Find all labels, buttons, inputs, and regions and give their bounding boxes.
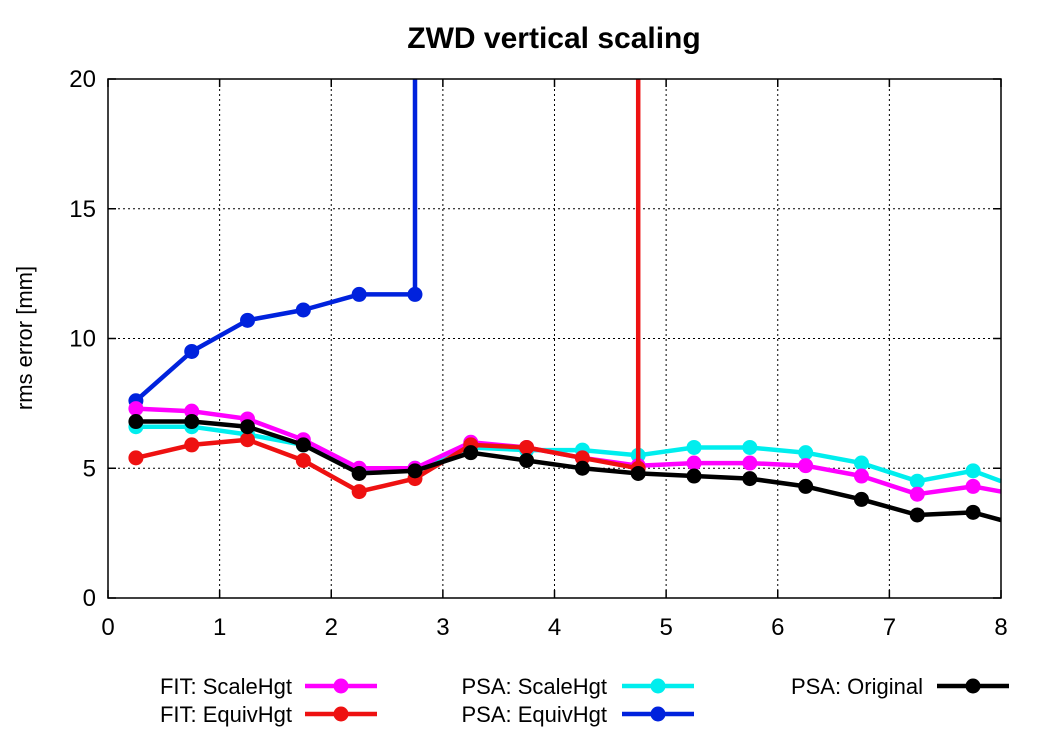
data-point-fit-scalehgt <box>128 401 144 417</box>
x-tick-label: 4 <box>548 614 561 641</box>
data-point-psa-original <box>574 460 590 476</box>
data-point-psa-equivhgt <box>295 302 311 318</box>
data-point-psa-equivhgt <box>407 286 423 302</box>
plot-layer <box>128 79 1002 523</box>
data-point-psa-equivhgt <box>240 312 256 328</box>
data-point-psa-original <box>463 445 479 461</box>
y-tick-label: 5 <box>83 455 96 482</box>
legend-label-fit-equivhgt: FIT: EquivHgt <box>160 702 292 727</box>
data-point-fit-equivhgt <box>184 437 200 453</box>
x-tick-label: 7 <box>883 614 896 641</box>
grid-layer <box>108 79 1001 598</box>
legend-label-psa-original: PSA: Original <box>791 674 923 699</box>
data-point-fit-scalehgt <box>853 468 869 484</box>
tick-layer: 0 1 2 3 4 5 6 7 8 0 5 10 15 20 <box>69 66 1007 641</box>
data-point-psa-original <box>742 471 758 487</box>
x-tick-label: 8 <box>994 614 1007 641</box>
y-axis-label: rms error [mm] <box>12 266 37 410</box>
data-point-fit-scalehgt <box>742 455 758 471</box>
legend-label-psa-equivhgt: PSA: EquivHgt <box>461 702 607 727</box>
data-point-psa-original <box>798 478 814 494</box>
y-tick-label: 20 <box>69 66 96 93</box>
data-point-fit-scalehgt <box>909 486 925 502</box>
data-point-fit-equivhgt <box>351 484 367 500</box>
data-point-psa-original <box>630 465 646 481</box>
data-point-fit-equivhgt <box>574 450 590 466</box>
data-point-psa-original <box>240 419 256 435</box>
x-tick-label: 2 <box>325 614 338 641</box>
data-point-fit-scalehgt <box>686 455 702 471</box>
x-tick-label: 0 <box>101 614 114 641</box>
legend-label-psa-scalehgt: PSA: ScaleHgt <box>461 674 607 699</box>
data-point-psa-original <box>853 491 869 507</box>
legend-swatch-marker-fit-scalehgt <box>333 678 349 694</box>
x-tick-label: 6 <box>771 614 784 641</box>
series-line-psa-equivhgt <box>134 79 418 403</box>
data-point-fit-scalehgt <box>965 478 981 494</box>
data-point-fit-equivhgt <box>128 450 144 466</box>
data-point-fit-scalehgt <box>184 403 200 419</box>
data-point-psa-scalehgt <box>798 445 814 461</box>
data-point-psa-original <box>909 507 925 523</box>
x-tick-label: 1 <box>213 614 226 641</box>
data-point-fit-scalehgt <box>798 458 814 474</box>
chart-title: ZWD vertical scaling <box>407 22 700 55</box>
data-point-psa-original <box>407 463 423 479</box>
data-point-psa-scalehgt <box>909 473 925 489</box>
data-point-psa-original <box>965 504 981 520</box>
legend-swatch-marker-fit-equivhgt <box>333 706 349 722</box>
y-tick-label: 15 <box>69 196 96 223</box>
data-point-psa-equivhgt <box>351 286 367 302</box>
data-point-psa-original <box>686 468 702 484</box>
legend-swatch-marker-psa-equivhgt <box>650 706 666 722</box>
data-point-psa-scalehgt <box>853 455 869 471</box>
data-point-psa-scalehgt <box>965 463 981 479</box>
data-point-fit-equivhgt <box>519 439 535 455</box>
data-point-fit-equivhgt <box>240 432 256 448</box>
data-point-psa-original <box>351 465 367 481</box>
y-tick-label: 10 <box>69 326 96 353</box>
legend-swatch-marker-psa-original <box>965 678 981 694</box>
legend: FIT: ScaleHgt FIT: EquivHgt PSA: ScaleHgt P… <box>160 674 1009 727</box>
data-point-psa-scalehgt <box>686 439 702 455</box>
plot-frame <box>107 78 1002 599</box>
data-point-psa-scalehgt <box>742 439 758 455</box>
data-point-psa-original <box>519 452 535 468</box>
data-point-psa-equivhgt <box>184 343 200 359</box>
y-tick-label: 0 <box>83 585 96 612</box>
legend-label-fit-scalehgt: FIT: ScaleHgt <box>160 674 292 699</box>
x-tick-label: 5 <box>659 614 672 641</box>
data-point-fit-equivhgt <box>295 452 311 468</box>
x-tick-label: 3 <box>436 614 449 641</box>
legend-swatch-marker-psa-scalehgt <box>650 678 666 694</box>
data-point-psa-original <box>184 414 200 430</box>
data-point-psa-original <box>128 414 144 430</box>
data-point-psa-original <box>295 437 311 453</box>
